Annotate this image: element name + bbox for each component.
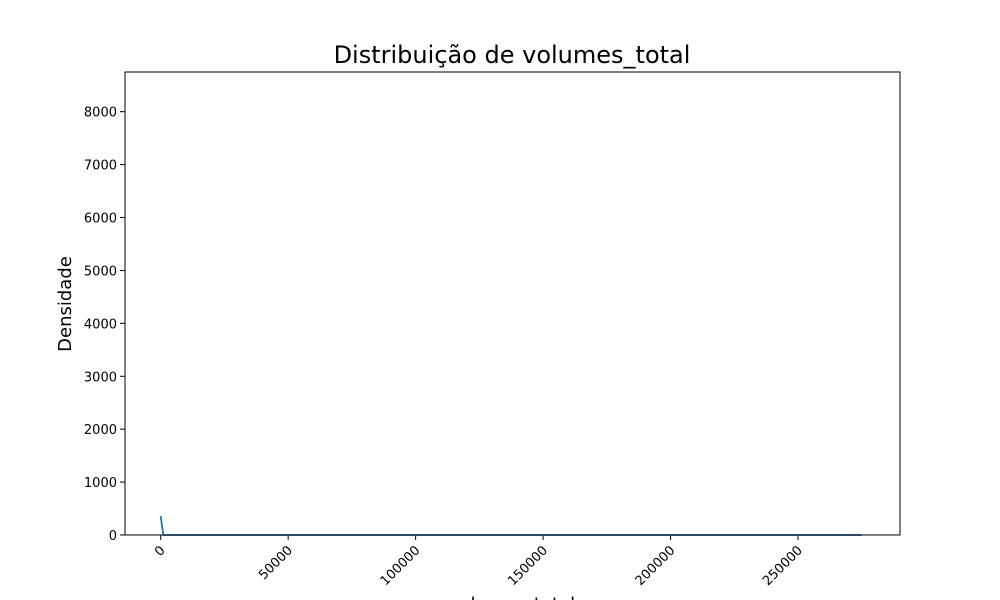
y-tick-label: 8000 bbox=[84, 106, 117, 121]
axes: 0 1000 2000 3000 4000 5000 6000 7000 8000 0 50000 1… bbox=[84, 106, 806, 589]
y-tick-label: 0 bbox=[109, 529, 117, 544]
x-tick-label: 200000 bbox=[633, 543, 679, 589]
x-tick-label: 50000 bbox=[256, 543, 296, 583]
plot-frame bbox=[124, 71, 901, 536]
y-tick-label: 2000 bbox=[84, 423, 117, 438]
y-tick-label: 4000 bbox=[84, 317, 117, 332]
y-tick-label: 5000 bbox=[84, 264, 117, 279]
y-tick-label: 1000 bbox=[84, 476, 117, 491]
x-tick-label: 0 bbox=[152, 543, 168, 559]
plot-area bbox=[159, 515, 862, 536]
x-axis-label: volumes_total bbox=[449, 594, 575, 600]
y-axis-label: Densidade bbox=[55, 256, 76, 352]
y-tick-label: 3000 bbox=[84, 370, 117, 385]
y-tick-label: 6000 bbox=[84, 212, 117, 227]
y-tick-label: 7000 bbox=[84, 159, 117, 174]
series-line bbox=[159, 515, 862, 536]
x-tick-label: 150000 bbox=[505, 543, 551, 589]
x-tick-label: 100000 bbox=[378, 543, 424, 589]
x-tick-label: 250000 bbox=[760, 543, 806, 589]
chart-title: Distribuição de volumes_total bbox=[334, 41, 691, 69]
